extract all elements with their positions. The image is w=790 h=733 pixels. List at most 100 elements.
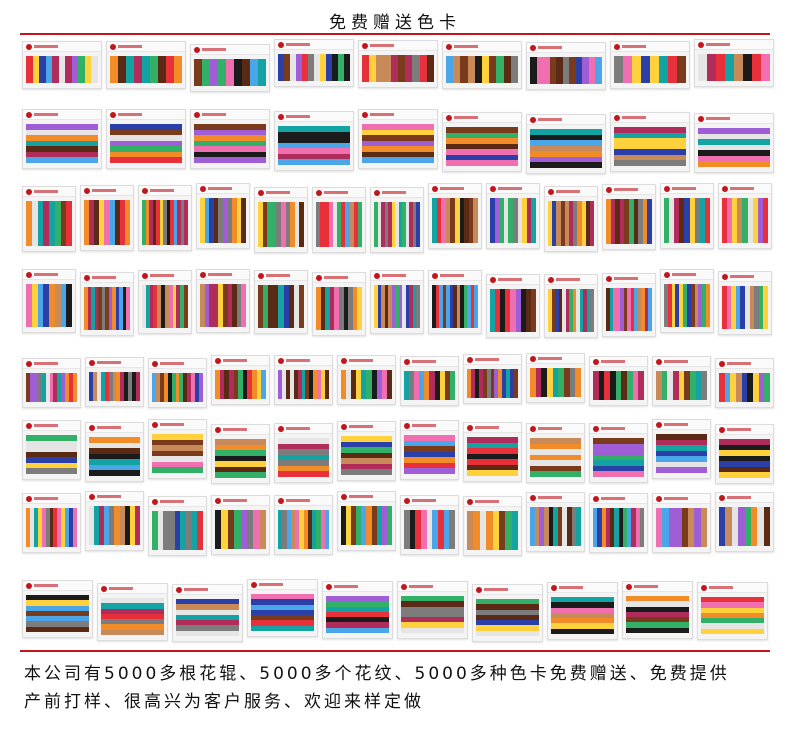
color-card (274, 39, 354, 87)
color-card (526, 114, 606, 174)
color-swatch-strip (341, 506, 392, 545)
color-swatch-strip (719, 507, 770, 546)
color-card (85, 491, 144, 551)
color-card (428, 270, 482, 334)
color-swatch-strip (341, 436, 392, 476)
color-swatch-strip (26, 595, 89, 632)
color-swatch-strip (26, 508, 77, 547)
color-card (148, 419, 207, 479)
brand-logo (719, 427, 725, 433)
color-card (610, 41, 690, 89)
color-card (22, 358, 81, 408)
color-card (190, 44, 270, 92)
color-card (602, 273, 656, 337)
brand-logo (215, 427, 221, 433)
color-card (358, 109, 438, 169)
color-swatch-strip (404, 510, 456, 549)
color-card (22, 109, 102, 169)
color-swatch-strip (401, 596, 464, 633)
brand-logo (490, 277, 496, 283)
color-swatch-strip (200, 284, 246, 327)
color-card (463, 422, 522, 482)
brand-logo (26, 112, 32, 118)
color-swatch-strip (490, 198, 536, 243)
color-card (472, 584, 543, 642)
brand-logo (26, 272, 32, 278)
color-card (400, 495, 459, 555)
color-card (211, 355, 270, 405)
color-swatch-strip (722, 286, 768, 329)
color-card (694, 39, 774, 87)
brand-logo (215, 498, 221, 504)
brand-logo (722, 186, 728, 192)
color-swatch-strip (84, 287, 130, 330)
color-card (337, 355, 396, 405)
color-swatch-strip (278, 54, 350, 81)
color-swatch-strip (656, 434, 707, 474)
color-swatch-strip (551, 597, 614, 634)
brand-logo (432, 273, 438, 279)
color-card (148, 496, 207, 556)
color-swatch-strip (326, 596, 389, 633)
color-swatch-strip (664, 284, 710, 327)
color-card (97, 583, 168, 641)
color-card (652, 356, 711, 406)
color-swatch-strip (26, 124, 98, 164)
color-card (22, 186, 76, 252)
color-card (106, 41, 186, 89)
color-swatch-strip (432, 285, 478, 328)
color-swatch-strip (614, 127, 686, 167)
brand-logo (101, 586, 107, 592)
color-swatch-strip (467, 511, 518, 550)
brand-logo (152, 422, 158, 428)
brand-logo (258, 190, 264, 196)
color-card (622, 581, 693, 639)
color-card (652, 493, 711, 553)
color-card (196, 183, 250, 249)
color-swatch-strip (215, 370, 267, 399)
brand-logo (84, 188, 90, 194)
color-swatch-strip (26, 435, 77, 475)
brand-logo (656, 496, 662, 502)
color-card (196, 269, 250, 333)
brand-logo (551, 585, 557, 591)
color-swatch-strip (176, 599, 239, 636)
color-card (312, 187, 366, 253)
brand-logo (84, 275, 90, 281)
color-swatch-strip (194, 59, 266, 86)
brand-logo (606, 187, 612, 193)
color-card (589, 356, 648, 406)
brand-logo (142, 273, 148, 279)
brand-logo (432, 186, 438, 192)
color-swatch-strip (530, 129, 602, 169)
color-swatch-strip (593, 371, 645, 400)
brand-logo (278, 114, 284, 120)
color-swatch-strip (26, 373, 77, 402)
brand-logo (401, 584, 407, 590)
color-card (322, 581, 393, 639)
color-card (610, 112, 690, 172)
brand-logo (258, 273, 264, 279)
brand-logo (374, 273, 380, 279)
brand-logo (664, 272, 670, 278)
color-swatch-strip (194, 124, 266, 164)
color-card (526, 353, 585, 403)
brand-logo (89, 360, 95, 366)
color-swatch-strip (606, 288, 652, 331)
brand-logo (215, 358, 221, 364)
color-swatch-strip (701, 597, 764, 634)
color-swatch-strip (698, 54, 770, 81)
brand-logo (316, 190, 322, 196)
color-card (312, 272, 366, 336)
color-swatch-strip (278, 438, 329, 478)
color-card (718, 271, 772, 335)
brand-logo (446, 44, 452, 50)
color-swatch-strip (278, 370, 329, 399)
color-swatch-strip (404, 371, 455, 400)
brand-logo (664, 186, 670, 192)
brand-logo (530, 495, 536, 501)
brand-logo (142, 188, 148, 194)
color-swatch-strip (316, 287, 362, 330)
brand-logo (278, 426, 284, 432)
brand-logo (374, 190, 380, 196)
